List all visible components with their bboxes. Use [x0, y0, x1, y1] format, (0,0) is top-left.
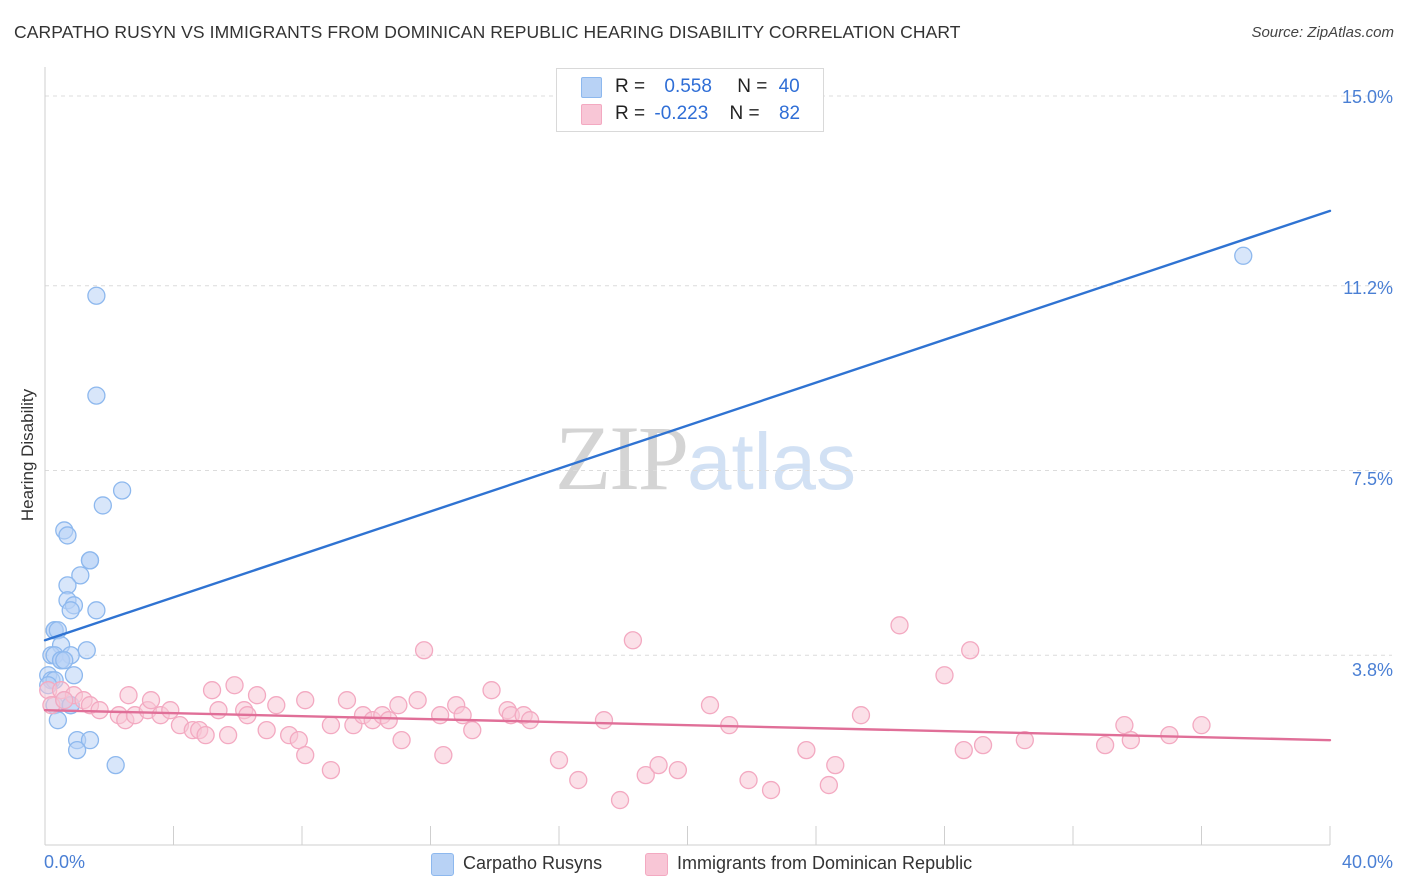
dominican-trend-line [43, 708, 1332, 742]
stats-text: R = -0.223 N = 82 [615, 103, 800, 125]
y-tick-label: 15.0% [1341, 87, 1393, 107]
dominican-point [890, 616, 909, 635]
dominican-point [321, 760, 341, 780]
r-label: R = [615, 103, 646, 124]
dominican-point [668, 760, 688, 780]
dominican-point [296, 745, 315, 765]
dominican-point [119, 686, 138, 705]
n-label: N = [737, 76, 768, 97]
dominican-point [414, 641, 434, 660]
dominican-point [161, 701, 180, 720]
carpatho-point [87, 601, 106, 620]
x-axis-min-label: 0.0% [44, 852, 86, 872]
y-tick-label: 3.8% [1351, 660, 1393, 680]
r-value: 0.558 [664, 76, 712, 97]
dominican-point [379, 711, 398, 730]
dominican-point [649, 755, 668, 775]
carpatho-point [87, 286, 106, 305]
dominican-point [55, 691, 74, 710]
dominican-point [434, 745, 453, 765]
source-label: Source: ZipAtlas.com [1251, 24, 1394, 41]
carpatho-point [106, 755, 125, 775]
dominican-point [1192, 716, 1211, 735]
dominican-point [851, 706, 871, 725]
dominican-point [961, 641, 980, 660]
dominican-point [141, 691, 161, 710]
watermark-atlas: atlas [687, 417, 856, 506]
dominican-point [257, 721, 276, 740]
y-tick-label: 11.2% [1343, 278, 1393, 298]
carpatho-point [64, 666, 84, 685]
dominican-point [594, 711, 614, 730]
carpatho-point [80, 730, 100, 750]
n-value: 40 [778, 76, 800, 97]
dominican-point [482, 681, 501, 700]
dominican-point [700, 696, 720, 715]
dominican-point [392, 730, 411, 750]
carpatho-point [87, 386, 106, 405]
x-axis-max-label: 40.0% [1341, 852, 1393, 872]
stats-text: R = 0.558 N = 40 [615, 76, 800, 98]
dominican-point [225, 676, 244, 695]
dominican-point [1095, 735, 1115, 755]
dominican-point [569, 770, 588, 790]
dominican-point [636, 765, 655, 785]
carpatho-point [55, 651, 74, 670]
watermark: ZIPatlas [555, 405, 856, 511]
carpatho-point [1234, 246, 1253, 265]
carpatho-trend-line [43, 209, 1332, 642]
dominican-point [337, 691, 357, 710]
carpatho-point [80, 551, 100, 570]
legend-label: Immigrants from Dominican Republic [677, 853, 973, 873]
dominican-point [797, 740, 816, 760]
dominican-point [761, 780, 781, 800]
r-value: -0.223 [654, 103, 709, 124]
legend-label: Carpatho Rusyns [463, 853, 603, 873]
carpatho-point [71, 566, 90, 585]
dominican-point [549, 750, 569, 770]
dominican-point [218, 725, 238, 745]
carpatho-swatch [431, 853, 454, 876]
dominican-point [321, 716, 341, 735]
dominican-point [408, 691, 427, 710]
dominican-point [463, 721, 482, 740]
n-value: 82 [778, 103, 801, 124]
y-tick-label: 7.5% [1351, 469, 1393, 489]
dominican-swatch [581, 104, 602, 125]
stats-legend: R = 0.558 N = 40 R = -0.223 N = 82 [556, 68, 824, 132]
n-label: N = [729, 103, 760, 124]
watermark-zip: ZIP [555, 407, 689, 509]
dominican-point [954, 740, 973, 760]
carpatho-swatch [581, 77, 602, 98]
carpatho-point [61, 601, 80, 620]
dominican-point [267, 696, 286, 715]
dominican-swatch [645, 853, 668, 876]
dominican-point [610, 790, 630, 810]
carpatho-point [58, 526, 77, 545]
dominican-point [430, 706, 450, 725]
dominican-point [202, 681, 222, 700]
dominican-point [209, 701, 228, 720]
carpatho-point [67, 740, 87, 760]
y-axis-label: Hearing Disability [18, 388, 37, 522]
dominican-point [935, 666, 954, 685]
dominican-point [196, 725, 215, 745]
carpatho-point [112, 481, 132, 500]
dominican-point [1015, 730, 1034, 750]
dominican-point [826, 755, 845, 775]
dominican-point [739, 770, 758, 790]
dominican-point [623, 631, 643, 650]
dominican-point [819, 775, 838, 795]
carpatho-point [77, 641, 96, 660]
chart-title: CARPATHO RUSYN VS IMMIGRANTS FROM DOMINI… [14, 22, 961, 42]
dominican-point [973, 735, 993, 755]
dominican-point [296, 691, 315, 710]
carpatho-point [93, 496, 112, 515]
r-label: R = [615, 76, 646, 97]
dominican-point [389, 696, 408, 715]
dominican-point [247, 686, 267, 705]
